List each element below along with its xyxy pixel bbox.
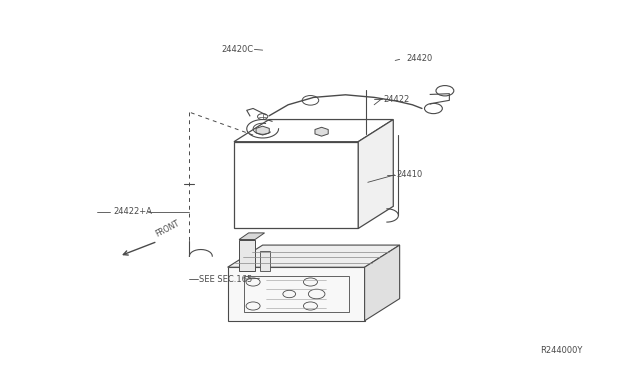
- Polygon shape: [239, 233, 264, 240]
- Polygon shape: [228, 267, 365, 321]
- Polygon shape: [239, 240, 255, 271]
- Text: R244000Y: R244000Y: [540, 346, 582, 355]
- Polygon shape: [228, 245, 399, 267]
- Text: FRONT: FRONT: [154, 218, 182, 238]
- Polygon shape: [315, 127, 328, 136]
- Polygon shape: [234, 142, 358, 228]
- Polygon shape: [234, 119, 394, 142]
- Text: 24422+A: 24422+A: [113, 207, 152, 217]
- Polygon shape: [358, 119, 394, 228]
- Polygon shape: [260, 251, 269, 271]
- Text: 24422: 24422: [384, 95, 410, 104]
- Polygon shape: [365, 245, 399, 321]
- Text: SEE SEC.165: SEE SEC.165: [199, 275, 252, 283]
- Text: 24420: 24420: [406, 54, 432, 63]
- Text: 24420C: 24420C: [221, 45, 253, 54]
- Polygon shape: [256, 126, 269, 135]
- Text: 24410: 24410: [396, 170, 422, 179]
